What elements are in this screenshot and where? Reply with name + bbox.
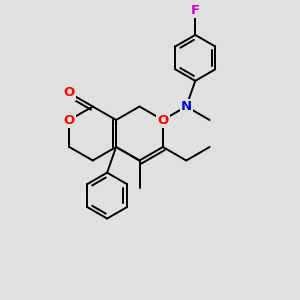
Text: O: O [64,113,75,127]
Text: O: O [64,86,75,100]
Text: O: O [157,113,169,127]
Text: F: F [191,4,200,16]
Text: N: N [181,100,192,113]
